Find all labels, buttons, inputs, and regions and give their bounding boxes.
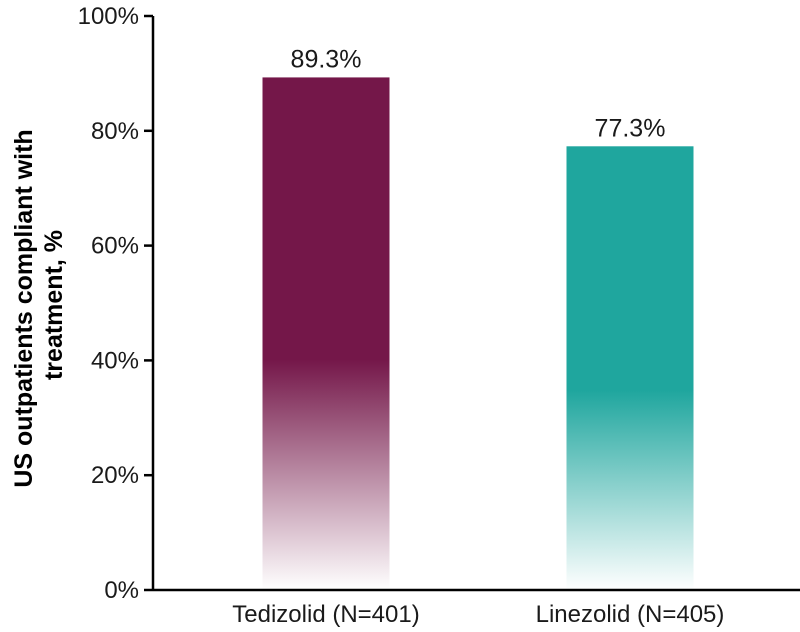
y-axis-title-line-2: treatment, %: [40, 230, 68, 380]
y-tick-label: 60%: [91, 233, 139, 260]
bar-data-label: 77.3%: [595, 114, 666, 142]
y-tick-label: 40%: [91, 347, 139, 374]
y-tick-label: 80%: [91, 118, 139, 145]
bars-layer: [262, 77, 694, 591]
y-tick-label: 100%: [78, 3, 139, 30]
y-tick-label: 20%: [91, 462, 139, 489]
bar-tedizolid: [262, 77, 390, 591]
labels-layer: 89.3% Tedizolid (N=401) 77.3% Linezolid (N=…: [232, 45, 724, 628]
bar-linezolid: [566, 146, 694, 590]
x-category-label: Tedizolid (N=401): [232, 601, 419, 628]
axes-layer: [151, 16, 800, 592]
x-category-label: Linezolid (N=405): [536, 601, 725, 628]
y-ticks: 0% 20% 40% 60% 80% 100%: [78, 3, 153, 604]
bar-data-label: 89.3%: [291, 45, 362, 73]
y-tick-label: 0%: [104, 577, 139, 604]
y-axis-title-line-1: US outpatients compliant with: [10, 129, 38, 487]
y-axis-title: US outpatients compliant with treatment,…: [10, 122, 68, 487]
